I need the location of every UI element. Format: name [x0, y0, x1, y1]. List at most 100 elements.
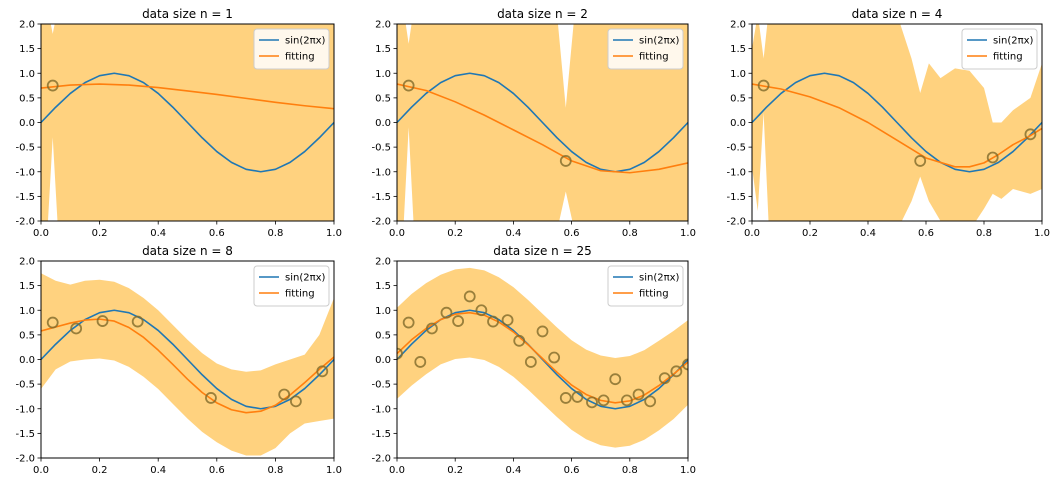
data-point	[452, 315, 465, 327]
x-tick-label: 1.0	[680, 228, 696, 239]
data-point	[96, 315, 109, 327]
x-tick-label: 0.8	[622, 228, 638, 239]
legend-box	[253, 28, 330, 70]
data-point	[402, 316, 415, 329]
data-point	[463, 290, 476, 303]
y-tick-label: 0.5	[375, 330, 391, 341]
y-tick-label: -0.5	[15, 380, 35, 391]
y-tick-label: 0.5	[19, 93, 35, 104]
data-point	[536, 325, 549, 338]
x-tick-label: 0.0	[389, 465, 405, 476]
x-tick-label: 0.6	[564, 228, 580, 239]
data-point	[475, 304, 488, 317]
data-point	[70, 322, 83, 335]
data-point	[586, 396, 598, 409]
x-tick-label: 0.8	[622, 465, 638, 476]
legend-label: sin(2πx)	[285, 273, 326, 284]
x-tick-label: 0.0	[33, 228, 49, 239]
legend-box	[607, 265, 684, 307]
y-tick-label: 0.0	[730, 118, 746, 129]
x-tick-label: 0.2	[802, 228, 818, 239]
legend-label: sin(2πx)	[639, 36, 680, 47]
x-tick-label: 0.6	[918, 228, 934, 239]
y-tick-label: -2.0	[15, 217, 35, 228]
y-tick-label: 0.0	[19, 118, 35, 129]
data-point	[278, 388, 291, 401]
y-tick-label: -1.0	[371, 404, 391, 415]
y-tick-label: 1.0	[730, 69, 746, 80]
data-point	[46, 316, 59, 329]
data-point	[757, 79, 770, 92]
data-point	[205, 392, 217, 404]
y-tick-label: -0.5	[371, 143, 391, 154]
data-point	[1024, 128, 1037, 141]
legend: sin(2πx) fitting	[607, 265, 684, 307]
x-tick-label: 0.2	[447, 228, 463, 239]
chart-title: data size n = 25	[493, 244, 591, 258]
chart-panel-4: 0.0 0.2 0.4 0.6 0.8 1.0 -2.0 -1.5 -1.0 -0.5 0.0 0.5…	[15, 244, 341, 476]
x-tick-label: 0.4	[150, 228, 166, 239]
x-tick-label: 0.6	[209, 465, 225, 476]
data-point	[548, 351, 561, 364]
y-tick-label: 2.0	[375, 257, 391, 268]
x-tick-label: 0.8	[267, 465, 283, 476]
y-tick-label: -2.0	[726, 217, 746, 228]
y-tick-label: -1.0	[15, 167, 35, 178]
x-tick-label: 0.6	[209, 228, 225, 239]
chart-title: data size n = 8	[142, 244, 233, 258]
x-tick-label: 0.2	[447, 465, 463, 476]
data-point	[440, 306, 453, 319]
data-point	[501, 314, 514, 327]
uncertainty-band	[41, 273, 334, 456]
x-tick-label: 0.8	[976, 228, 992, 239]
y-tick-label: 2.0	[19, 257, 35, 268]
legend: sin(2πx) fitting	[961, 28, 1038, 70]
x-tick-label: 0.6	[564, 465, 580, 476]
legend-box	[253, 265, 330, 307]
data-point	[402, 79, 415, 92]
legend-box	[961, 28, 1038, 70]
x-tick-label: 0.2	[92, 465, 108, 476]
data-point	[131, 315, 144, 328]
legend-label: sin(2πx)	[639, 273, 680, 284]
x-tick-label: 0.4	[505, 465, 521, 476]
data-point	[290, 395, 302, 408]
data-point	[670, 365, 683, 378]
data-point	[914, 155, 927, 167]
y-tick-label: -2.0	[371, 217, 391, 228]
data-point	[682, 358, 688, 371]
data-point	[632, 388, 645, 401]
data-point	[426, 322, 438, 335]
y-tick-label: 1.5	[730, 44, 746, 55]
y-tick-label: 1.5	[375, 281, 391, 292]
y-tick-label: -0.5	[371, 380, 391, 391]
data-point	[513, 334, 526, 347]
data-point	[571, 391, 584, 403]
data-point	[46, 79, 59, 92]
x-tick-label: 0.0	[744, 228, 760, 239]
y-tick-label: -1.0	[15, 404, 35, 415]
y-tick-label: -0.5	[726, 143, 746, 154]
y-tick-label: 0.0	[19, 355, 35, 366]
legend: sin(2πx) fitting	[253, 265, 330, 307]
y-tick-label: -2.0	[371, 454, 391, 465]
y-tick-label: -1.5	[726, 192, 746, 203]
y-tick-label: -1.5	[371, 192, 391, 203]
legend-label: sin(2πx)	[285, 36, 326, 47]
x-tick-label: 1.0	[1034, 228, 1050, 239]
x-tick-label: 0.4	[150, 465, 166, 476]
y-tick-label: 0.5	[375, 93, 391, 104]
data-point	[986, 151, 999, 164]
y-tick-label: 1.5	[19, 281, 35, 292]
chart-title: data size n = 4	[852, 7, 943, 21]
x-tick-label: 1.0	[326, 465, 342, 476]
y-tick-label: 0.5	[730, 93, 746, 104]
x-tick-label: 0.2	[92, 228, 108, 239]
data-point	[559, 155, 572, 167]
y-tick-label: 0.0	[375, 118, 391, 129]
y-tick-label: 1.0	[19, 306, 35, 317]
true-curve	[397, 72, 688, 173]
data-point	[559, 392, 572, 404]
y-tick-label: 2.0	[19, 20, 35, 31]
